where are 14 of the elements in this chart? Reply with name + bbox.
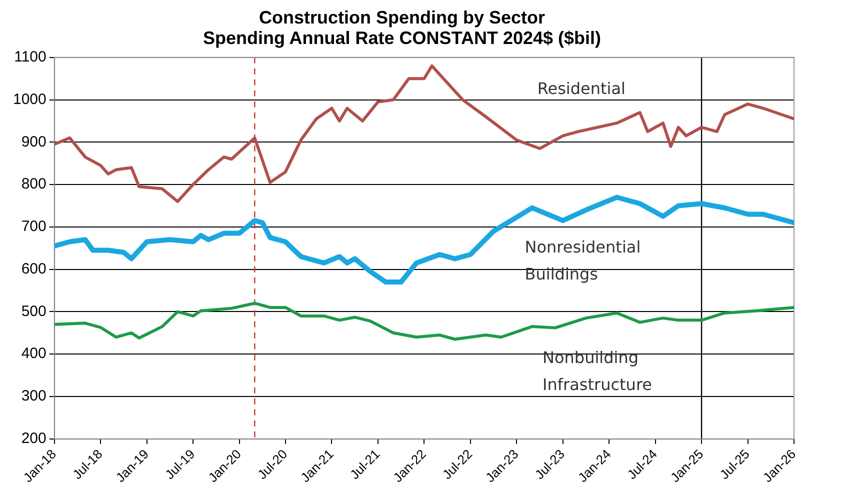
y-tick-label: 900 — [21, 133, 46, 150]
y-tick-label: 600 — [21, 260, 46, 278]
y-tick-label: 1100 — [14, 48, 46, 66]
series-label: Nonresidential Buildings — [524, 237, 641, 284]
y-tick-label: 700 — [21, 218, 46, 236]
y-tick-label: 300 — [21, 388, 46, 405]
y-tick-label: 500 — [21, 302, 46, 320]
y-tick-label: 400 — [21, 345, 46, 362]
series-label: Residential — [537, 78, 626, 98]
y-tick-label: 800 — [21, 176, 46, 193]
y-tick-label: 1000 — [12, 90, 46, 108]
y-tick-label: 200 — [21, 430, 46, 448]
chart-title: Construction Spending by Sector — [258, 7, 546, 28]
chart-subtitle: Spending Annual Rate CONSTANT 2024$ ($bil) — [202, 28, 602, 48]
